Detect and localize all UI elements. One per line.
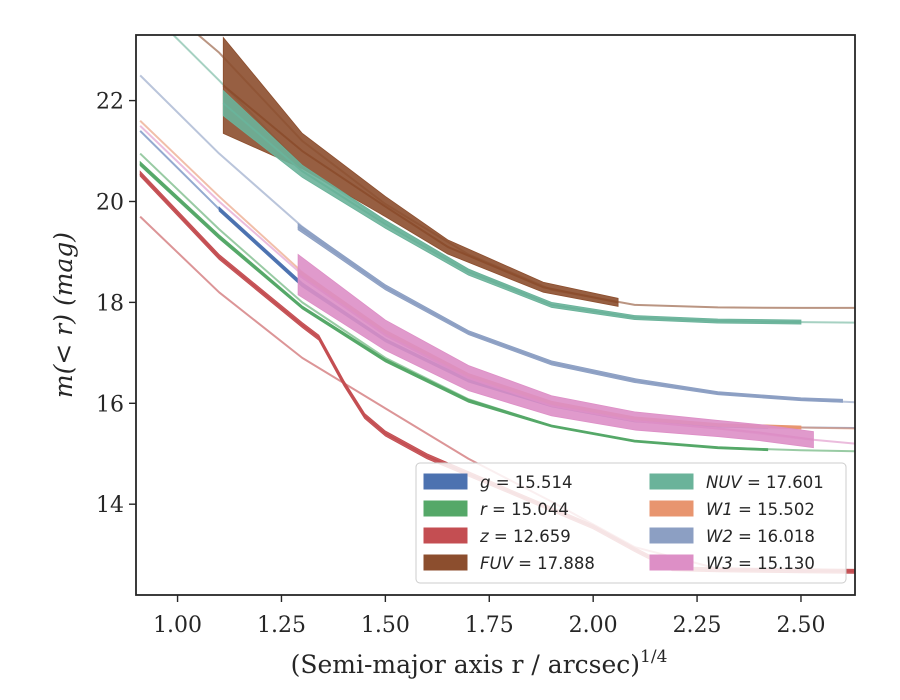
profile-line-fuv xyxy=(222,84,619,304)
y-axis-ticks: 14 16 18 20 22 xyxy=(96,90,136,518)
legend-value: = 15.502 xyxy=(733,500,815,519)
x-axis-label-main: (Semi-major axis r / arcsec) xyxy=(291,650,640,679)
legend-variable: W1 xyxy=(706,500,733,519)
plot-frame xyxy=(135,34,856,596)
y-tick-label: 22 xyxy=(96,90,124,115)
legend-swatch-w1 xyxy=(649,500,694,517)
x-tick-label: 1.75 xyxy=(465,613,514,638)
y-tick-label: 14 xyxy=(96,493,124,518)
legend-variable: g xyxy=(480,473,490,492)
x-tick-label: 1.00 xyxy=(153,613,202,638)
legend-swatch-w2 xyxy=(649,527,694,544)
y-tick-label: 16 xyxy=(96,392,124,417)
legend-variable: W3 xyxy=(706,554,733,573)
legend-label-nuv: NUV = 17.601 xyxy=(706,473,824,492)
x-axis-label-exponent: 1/4 xyxy=(640,647,667,667)
x-axis-ticks: 1.00 1.25 1.50 1.75 2.00 2.25 2.50 xyxy=(153,595,825,638)
legend-swatch-fuv xyxy=(423,554,468,571)
legend-label-g: g = 15.514 xyxy=(480,473,573,492)
legend-swatch-z xyxy=(423,527,468,544)
legend-value: = 12.659 xyxy=(489,527,571,546)
profile-line-w3 xyxy=(297,273,814,441)
profile-line-r xyxy=(139,162,768,451)
series-layer xyxy=(139,35,855,574)
legend-value: = 15.044 xyxy=(487,500,569,519)
y-axis-label: m(< r) (mag) xyxy=(49,232,78,398)
x-tick-label: 2.00 xyxy=(569,613,618,638)
legend-label-z: z = 12.659 xyxy=(479,527,571,546)
legend-frame xyxy=(415,462,847,584)
legend-variable: z xyxy=(479,527,489,546)
legend-swatch-nuv xyxy=(649,473,694,490)
legend-value: = 16.018 xyxy=(733,527,815,546)
legend-label-w2: W2 = 16.018 xyxy=(706,527,815,546)
profile-band-nuv xyxy=(222,89,802,325)
legend-swatch-r xyxy=(423,500,468,517)
profile-band-fuv xyxy=(222,36,619,307)
y-tick-label: 20 xyxy=(96,190,124,215)
legend-variable: FUV xyxy=(480,554,515,573)
legend-value: = 15.514 xyxy=(490,473,572,492)
legend-variable: W2 xyxy=(706,527,733,546)
legend-swatch-w3 xyxy=(649,554,694,571)
profile-line-nuv xyxy=(222,102,801,324)
legend-label-w3: W3 = 15.130 xyxy=(706,554,815,573)
x-tick-label: 1.50 xyxy=(361,613,410,638)
legend-value: = 17.601 xyxy=(742,473,824,492)
x-tick-label: 2.25 xyxy=(673,613,722,638)
profile-line-w2 xyxy=(297,225,843,402)
x-tick-label: 2.50 xyxy=(776,613,825,638)
legend-value: = 17.888 xyxy=(513,554,595,573)
legend-variable: r xyxy=(480,500,488,519)
legend-swatch-g xyxy=(423,473,468,490)
legend-label-w1: W1 = 15.502 xyxy=(706,500,815,519)
legend-value: = 15.130 xyxy=(733,554,815,573)
x-tick-label: 1.25 xyxy=(257,613,306,638)
profile-band-z xyxy=(139,170,855,574)
legend-variable: NUV xyxy=(706,473,743,492)
profile-band-w3 xyxy=(297,253,814,449)
x-axis-label: (Semi-major axis r / arcsec)1/4 xyxy=(291,647,668,679)
legend-label-r: r = 15.044 xyxy=(480,500,569,519)
y-tick-label: 18 xyxy=(96,291,124,316)
legend-label-fuv: FUV = 17.888 xyxy=(480,554,595,573)
